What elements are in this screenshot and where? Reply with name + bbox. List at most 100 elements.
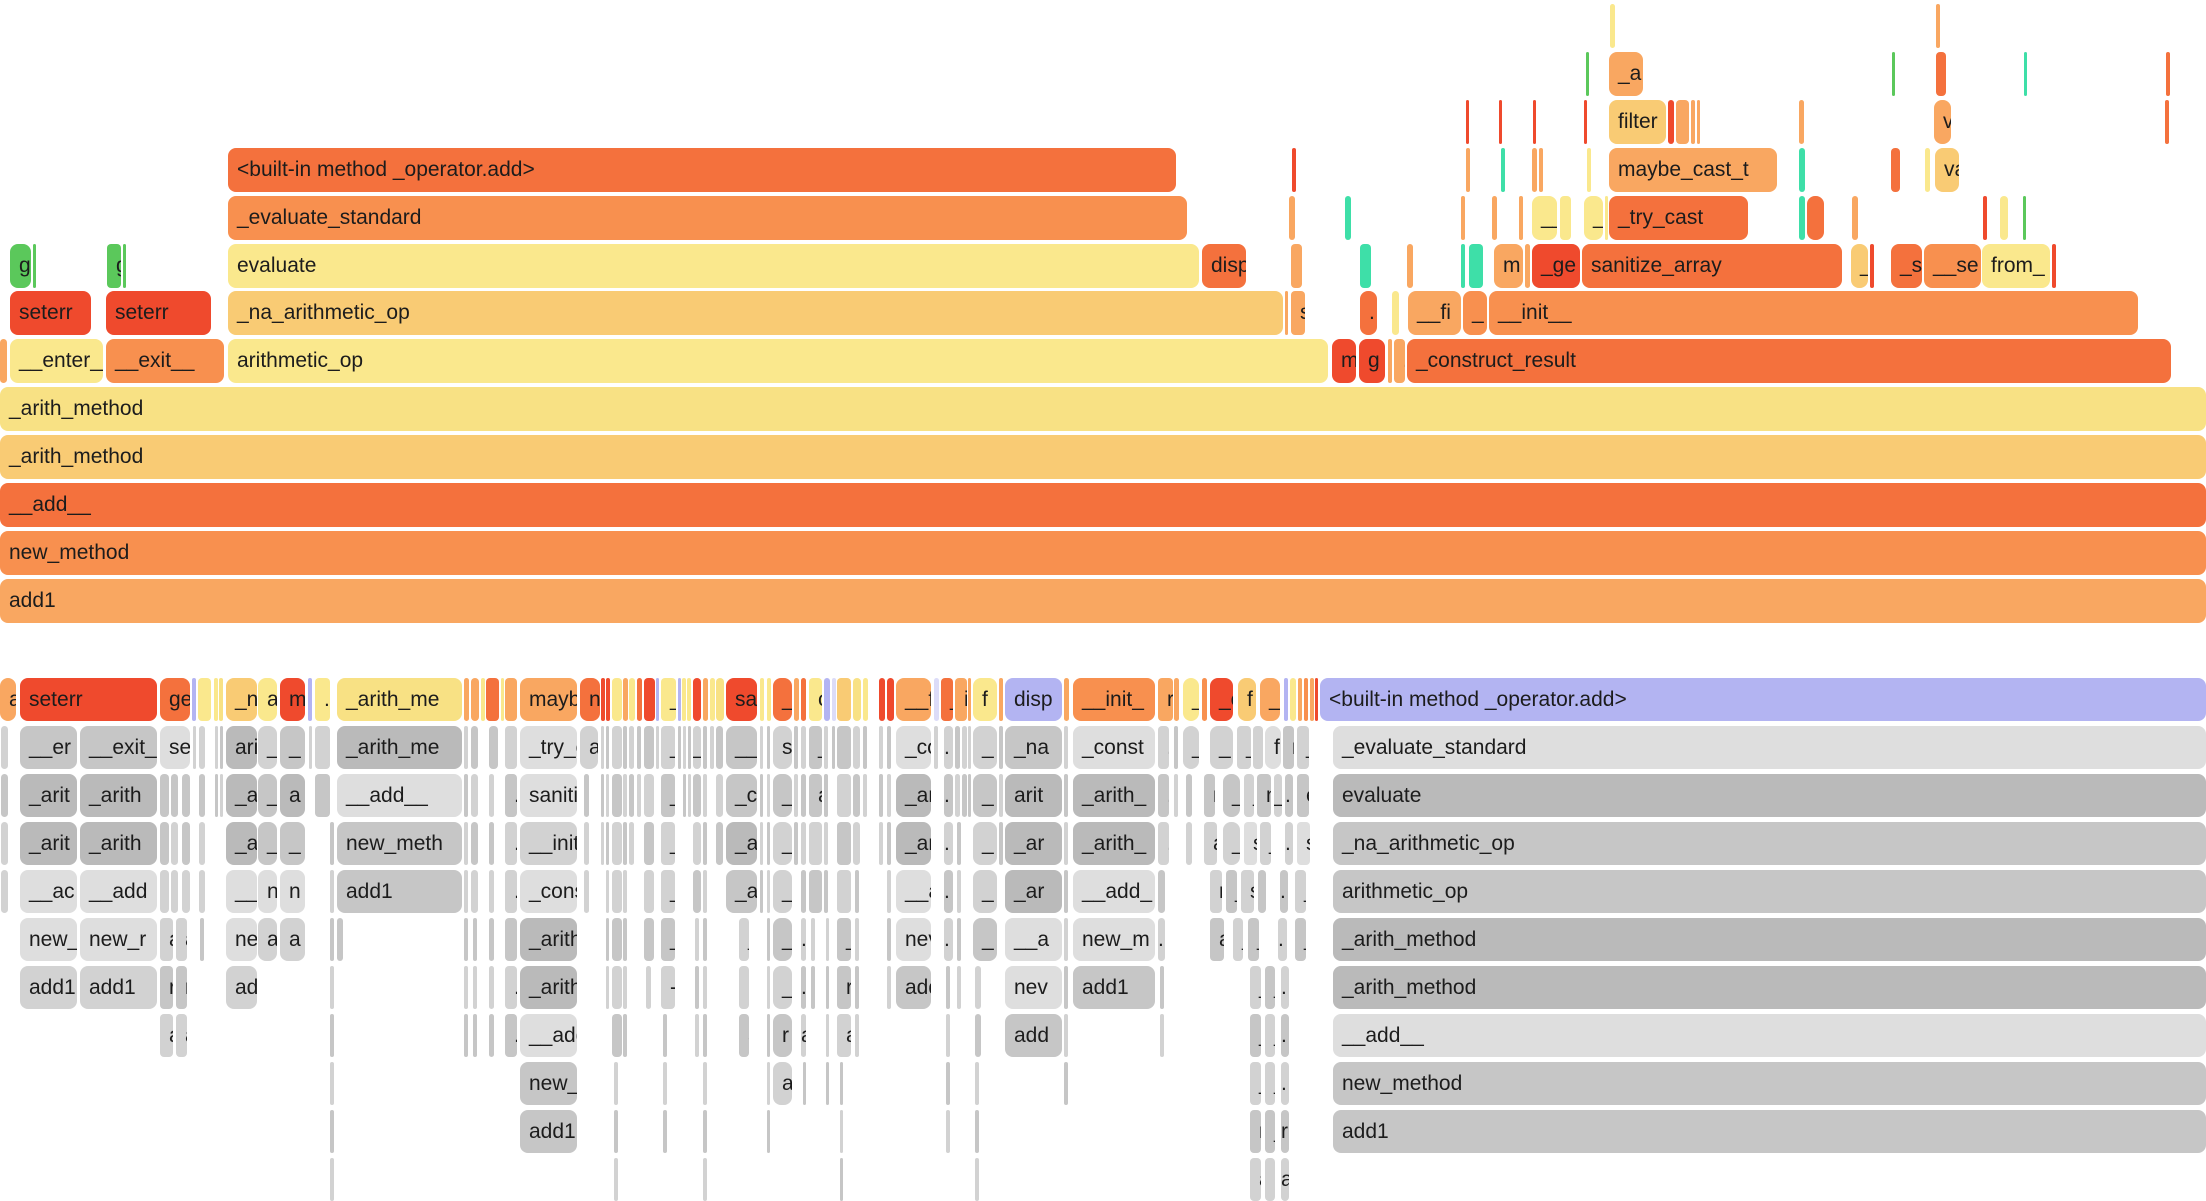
frame-__add__[interactable]: __add__ — [1333, 1014, 2206, 1057]
frame-sliver[interactable] — [330, 918, 334, 961]
frame-new_method[interactable]: new_method — [0, 531, 2206, 575]
frame-sliver[interactable] — [1298, 678, 1302, 721]
frame-_cons[interactable]: _cons — [520, 870, 577, 913]
frame-sliver[interactable] — [703, 678, 708, 721]
frame-sliver[interactable] — [644, 678, 655, 721]
frame-sliver[interactable] — [887, 918, 891, 961]
frame-sliver[interactable] — [623, 870, 627, 913]
frame-s[interactable]: s — [1241, 870, 1254, 913]
frame-sliver[interactable] — [623, 918, 627, 961]
frame-seterr[interactable]: seterr — [10, 291, 91, 335]
frame-sliver[interactable] — [629, 678, 635, 721]
frame-sliver[interactable] — [2023, 196, 2026, 240]
frame-sliver[interactable] — [612, 822, 622, 865]
frame-sliver[interactable] — [955, 774, 960, 817]
frame-_[interactable]: _ — [1250, 1062, 1261, 1105]
frame-_[interactable]: _ — [1297, 726, 1309, 769]
frame-sliver[interactable] — [473, 1014, 477, 1057]
frame-_[interactable]: _ — [661, 678, 676, 721]
frame-sliver[interactable] — [703, 918, 707, 961]
frame-_[interactable]: _ — [1244, 774, 1254, 817]
frame-add1[interactable]: add1 — [1073, 966, 1155, 1009]
frame-sliver[interactable] — [999, 678, 1003, 721]
frame-_c[interactable]: _c — [726, 774, 757, 817]
frame-sliver[interactable] — [623, 822, 627, 865]
frame-sliver[interactable] — [693, 822, 701, 865]
frame-_arith_me[interactable]: _arith_me — [337, 726, 462, 769]
frame-__f[interactable]: __f — [896, 678, 931, 721]
frame-sliver[interactable] — [1983, 196, 1987, 240]
frame-sliver[interactable] — [614, 1110, 618, 1153]
frame-[interactable]: . — [612, 870, 622, 913]
frame-sliver[interactable] — [505, 726, 517, 769]
frame-[interactable]: . — [801, 966, 806, 1009]
frame-a[interactable]: a — [773, 1062, 792, 1105]
frame-sliver[interactable] — [934, 726, 938, 769]
frame-[interactable]: . — [505, 822, 517, 865]
frame-_arith[interactable]: _arith — [80, 774, 157, 817]
frame-sliver[interactable] — [1492, 196, 1497, 240]
frame-sliver[interactable] — [853, 726, 860, 769]
frame-sliver[interactable] — [1388, 339, 1392, 383]
frame-sliver[interactable] — [330, 870, 334, 913]
frame-sliver[interactable] — [794, 822, 798, 865]
frame-add1[interactable]: add1 — [1333, 1110, 2206, 1153]
frame-_[interactable]: _ — [1265, 1110, 1275, 1153]
frame-[interactable]: . — [1278, 918, 1287, 961]
frame-a[interactable]: a — [160, 918, 173, 961]
frame-sliver[interactable] — [695, 918, 699, 961]
frame-n[interactable]: n — [1210, 870, 1222, 913]
frame-sliver[interactable] — [601, 774, 604, 817]
frame-sliver[interactable] — [957, 870, 961, 913]
frame-__init[interactable]: __init — [520, 822, 577, 865]
frame-sliver[interactable] — [501, 678, 504, 721]
frame-sliver[interactable] — [716, 822, 723, 865]
frame-sliver[interactable] — [946, 966, 950, 1009]
frame-sliver[interactable] — [1807, 196, 1824, 240]
frame-_evaluate_standard[interactable]: _evaluate_standard — [1333, 726, 2206, 769]
frame-[interactable]: . — [1360, 291, 1377, 335]
frame-[interactable]: . — [505, 1014, 517, 1057]
frame-_[interactable]: _ — [1226, 870, 1237, 913]
frame-sliver[interactable] — [160, 822, 169, 865]
frame-__exit_[interactable]: __exit_ — [80, 726, 157, 769]
frame-_[interactable]: _ — [837, 918, 851, 961]
frame-sliver[interactable] — [1160, 966, 1164, 1009]
frame-sliver[interactable] — [471, 678, 479, 721]
frame-sliver[interactable] — [832, 726, 835, 769]
frame-sliver[interactable] — [637, 726, 641, 769]
frame-sliver[interactable] — [688, 726, 691, 769]
frame-sliver[interactable] — [2165, 100, 2169, 144]
frame-_[interactable]: _ — [973, 774, 997, 817]
frame-sliver[interactable] — [767, 1062, 770, 1105]
frame-sliver[interactable] — [606, 870, 609, 913]
frame-a[interactable]: a — [280, 774, 305, 817]
frame-sliver[interactable] — [1291, 244, 1302, 288]
frame-sliver[interactable] — [1799, 196, 1805, 240]
frame-sliver[interactable] — [1186, 774, 1192, 817]
frame-sliver[interactable] — [160, 870, 169, 913]
frame-sliver[interactable] — [1289, 196, 1295, 240]
frame-__a[interactable]: __a — [896, 870, 931, 913]
frame-sliver[interactable] — [975, 1110, 979, 1153]
frame-sliver[interactable] — [703, 1110, 707, 1153]
frame-_[interactable]: _ — [773, 918, 792, 961]
frame-__add[interactable]: __add — [80, 870, 157, 913]
frame-sliver[interactable] — [678, 678, 681, 721]
frame-sliver[interactable] — [330, 822, 334, 865]
frame-[interactable]: . — [1281, 966, 1289, 1009]
frame-sliver[interactable] — [1461, 196, 1465, 240]
frame-m[interactable]: m — [280, 678, 305, 721]
frame-sliver[interactable] — [199, 870, 205, 913]
frame-maybe_cast_t[interactable]: maybe_cast_t — [1609, 148, 1777, 192]
frame-sliver[interactable] — [1539, 148, 1543, 192]
frame-sliver[interactable] — [837, 726, 851, 769]
frame-sliver[interactable] — [464, 1014, 468, 1057]
frame-sliver[interactable] — [887, 966, 891, 1009]
frame-sliver[interactable] — [946, 1110, 950, 1153]
frame-sliver[interactable] — [1064, 918, 1068, 961]
frame-a[interactable]: a — [837, 1014, 851, 1057]
frame-_[interactable]: _ — [773, 870, 792, 913]
frame-ge[interactable]: ge — [160, 678, 190, 721]
frame-sliver[interactable] — [464, 870, 468, 913]
